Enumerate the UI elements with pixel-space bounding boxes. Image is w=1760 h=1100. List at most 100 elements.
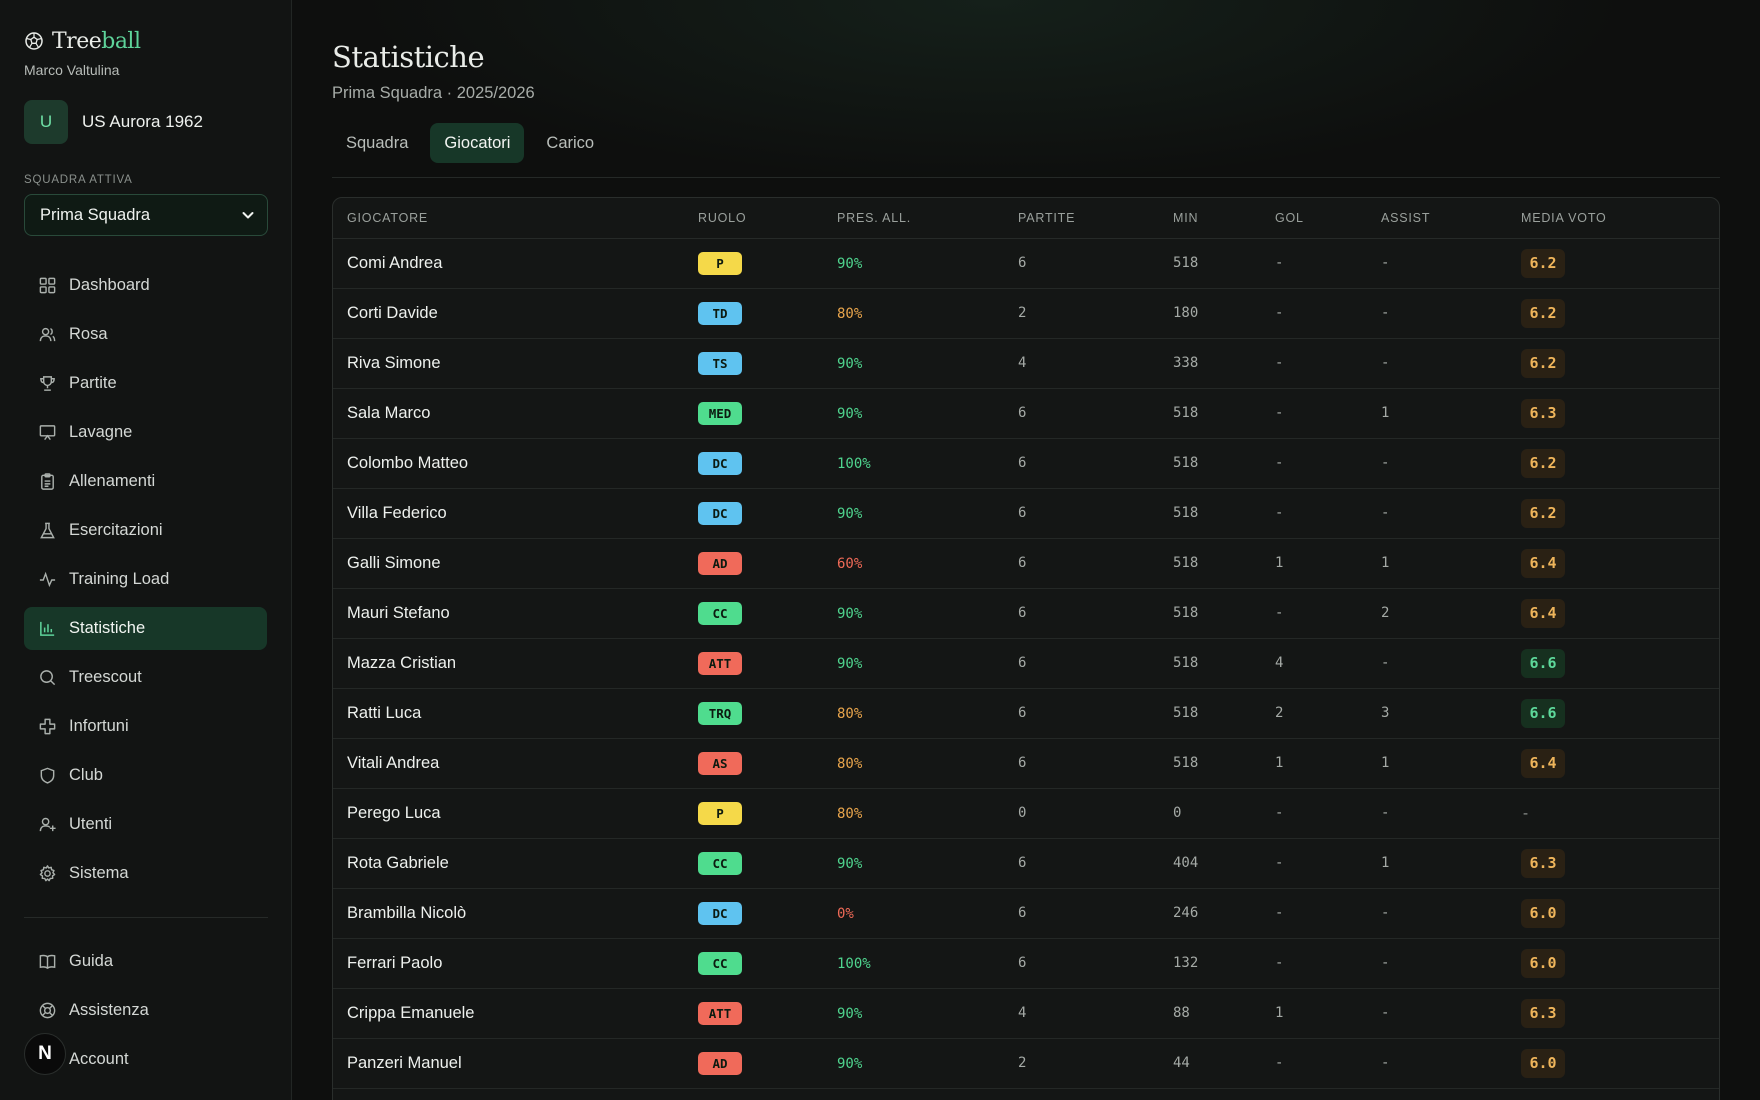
column-header[interactable]: MEDIA VOTO [1507, 198, 1719, 239]
matches-value: 4 [1004, 338, 1159, 389]
table-row[interactable]: Corti Davide TD 80% 2 180- -6.2 [333, 288, 1719, 339]
attendance-value: 90% [837, 605, 863, 622]
nav-item-allenamenti[interactable]: Allenamenti [24, 460, 267, 503]
column-header[interactable]: PARTITE [1004, 198, 1159, 239]
role-badge: DC [698, 901, 742, 925]
table-row[interactable]: Panzeri Manuel AD 90% 2 44- -6.0 [333, 1038, 1719, 1089]
attendance-cell: 90% [823, 338, 1004, 389]
account-avatar[interactable]: N [24, 1033, 66, 1075]
club-name: US Aurora 1962 [82, 112, 203, 131]
player-name[interactable]: Perego Luca [333, 788, 684, 839]
nav-label: Utenti [69, 815, 113, 833]
column-header[interactable]: GOL [1261, 198, 1367, 239]
board-icon [39, 425, 56, 441]
table-row[interactable]: Brambilla Nicolò DC 0% 6 246- -6.0 [333, 888, 1719, 939]
nav-item-treescout[interactable]: Treescout [24, 656, 267, 699]
matches-value: 0 [1004, 788, 1159, 839]
player-name[interactable]: Mauri Stefano [333, 588, 684, 639]
assists-value: - [1367, 938, 1507, 989]
vote-cell: 6.4 [1507, 588, 1719, 639]
table-row[interactable]: Villa Federico DC 90% 6 518- -6.2 [333, 488, 1719, 539]
goals-value: - [1261, 388, 1367, 439]
nav-item-dashboard[interactable]: Dashboard [24, 264, 267, 307]
player-name[interactable]: Riva Simone [333, 338, 684, 389]
role-cell: DC [684, 888, 823, 939]
column-header[interactable]: RUOLO [684, 198, 823, 239]
player-name[interactable]: Mazza Cristian [333, 638, 684, 689]
nav-item-assistenza[interactable]: Assistenza [24, 989, 267, 1032]
table-row[interactable]: Ferrari Paolo CC 100% 6 132- -6.0 [333, 938, 1719, 989]
table-row[interactable]: Mazza Cristian ATT 90% 6 518 4-6.6 [333, 638, 1719, 689]
nav-item-sistema[interactable]: Sistema [24, 852, 267, 895]
club-card[interactable]: U US Aurora 1962 [24, 100, 267, 144]
table-row[interactable]: ATT [333, 1088, 1719, 1100]
table-row[interactable]: Perego Luca P 80% 0 0- - - [333, 788, 1719, 839]
tab-squadra[interactable]: Squadra [346, 134, 409, 152]
column-header[interactable]: MIN [1159, 198, 1261, 239]
player-name[interactable]: Ratti Luca [333, 688, 684, 739]
table-row[interactable]: Riva Simone TS 90% 4 338- -6.2 [333, 338, 1719, 389]
role-cell: CC [684, 588, 823, 639]
player-name[interactable]: Ferrari Paolo [333, 938, 684, 989]
player-name[interactable]: Galli Simone [333, 538, 684, 589]
player-name[interactable]: Panzeri Manuel [333, 1038, 684, 1089]
clipboard-icon [41, 473, 54, 490]
player-name[interactable] [333, 1088, 684, 1100]
player-name[interactable]: Colombo Matteo [333, 438, 684, 489]
nav-item-statistiche[interactable]: Statistiche [24, 607, 267, 650]
table-header-row: GIOCATORE RUOLO PRES. ALL. PARTITE MIN G… [333, 198, 1719, 239]
column-header[interactable]: PRES. ALL. [823, 198, 1004, 239]
table-row[interactable]: Crippa Emanuele ATT 90% 4 88 1-6.3 [333, 988, 1719, 1039]
goals-value: - [1261, 338, 1367, 389]
brand[interactable]: Treeball [24, 26, 267, 56]
assists-value: 1 [1367, 388, 1507, 439]
attendance-cell: 80% [823, 788, 1004, 839]
nav-item-partite[interactable]: Partite [24, 362, 267, 405]
attendance-value: 80% [837, 705, 863, 722]
nav-item-training-load[interactable]: Training Load [24, 558, 267, 601]
player-name[interactable]: Corti Davide [333, 288, 684, 339]
role-badge: CC [698, 851, 742, 875]
matches-value: 6 [1004, 838, 1159, 889]
table-row[interactable]: Comi Andrea P 90% 6 518- -6.2 [333, 238, 1719, 289]
nav-item-lavagne[interactable]: Lavagne [24, 411, 267, 454]
nav-label: Club [69, 766, 103, 784]
player-name[interactable]: Rota Gabriele [333, 838, 684, 889]
column-header[interactable]: ASSIST [1367, 198, 1507, 239]
player-name[interactable]: Crippa Emanuele [333, 988, 684, 1039]
attendance-value: 0% [837, 905, 854, 922]
player-name[interactable]: Brambilla Nicolò [333, 888, 684, 939]
goals-value [1261, 1088, 1367, 1100]
nav-item-utenti[interactable]: Utenti [24, 803, 267, 846]
table-row[interactable]: Vitali Andrea AS 80% 6 518 1 1 6.4 [333, 738, 1719, 789]
player-name[interactable]: Vitali Andrea [333, 738, 684, 789]
attendance-cell: 80% [823, 688, 1004, 739]
assists-value [1367, 1088, 1507, 1100]
table-row[interactable]: Ratti Luca TRQ 80% 6 518 2 3 6.6 [333, 688, 1719, 739]
nav-item-infortuni[interactable]: Infortuni [24, 705, 267, 748]
column-header[interactable]: GIOCATORE [333, 198, 684, 239]
assists-value: - [1367, 1038, 1507, 1089]
nav-item-rosa[interactable]: Rosa [24, 313, 267, 356]
table-row[interactable]: Sala Marco MED 90% 6 518-1 6.3 [333, 388, 1719, 439]
vote-cell: 6.4 [1507, 538, 1719, 589]
assists-value: 1 [1367, 838, 1507, 889]
vote-cell: 6.2 [1507, 288, 1719, 339]
table-row[interactable]: Rota Gabriele CC 90% 6 404-1 6.3 [333, 838, 1719, 889]
player-name[interactable]: Villa Federico [333, 488, 684, 539]
average-vote-badge: 6.0 [1521, 948, 1565, 978]
player-name[interactable]: Sala Marco [333, 388, 684, 439]
average-vote-badge: 6.6 [1521, 698, 1565, 728]
team-select[interactable]: Prima Squadra [24, 194, 268, 236]
nav-item-club[interactable]: Club [24, 754, 267, 797]
nav-item-guida[interactable]: Guida [24, 940, 267, 983]
minutes-value: 518 [1159, 538, 1261, 589]
table-row[interactable]: Galli Simone AD 60% 6 518 1 1 6.4 [333, 538, 1719, 589]
player-name[interactable]: Comi Andrea [333, 238, 684, 289]
role-cell: TRQ [684, 688, 823, 739]
tab-carico[interactable]: Carico [546, 134, 595, 152]
nav-item-esercitazioni[interactable]: Esercitazioni [24, 509, 267, 552]
tab-giocatori[interactable]: Giocatori [430, 123, 525, 163]
table-row[interactable]: Mauri Stefano CC 90% 6 518-2 6.4 [333, 588, 1719, 639]
table-row[interactable]: Colombo Matteo DC 100% 6 518- -6.2 [333, 438, 1719, 489]
